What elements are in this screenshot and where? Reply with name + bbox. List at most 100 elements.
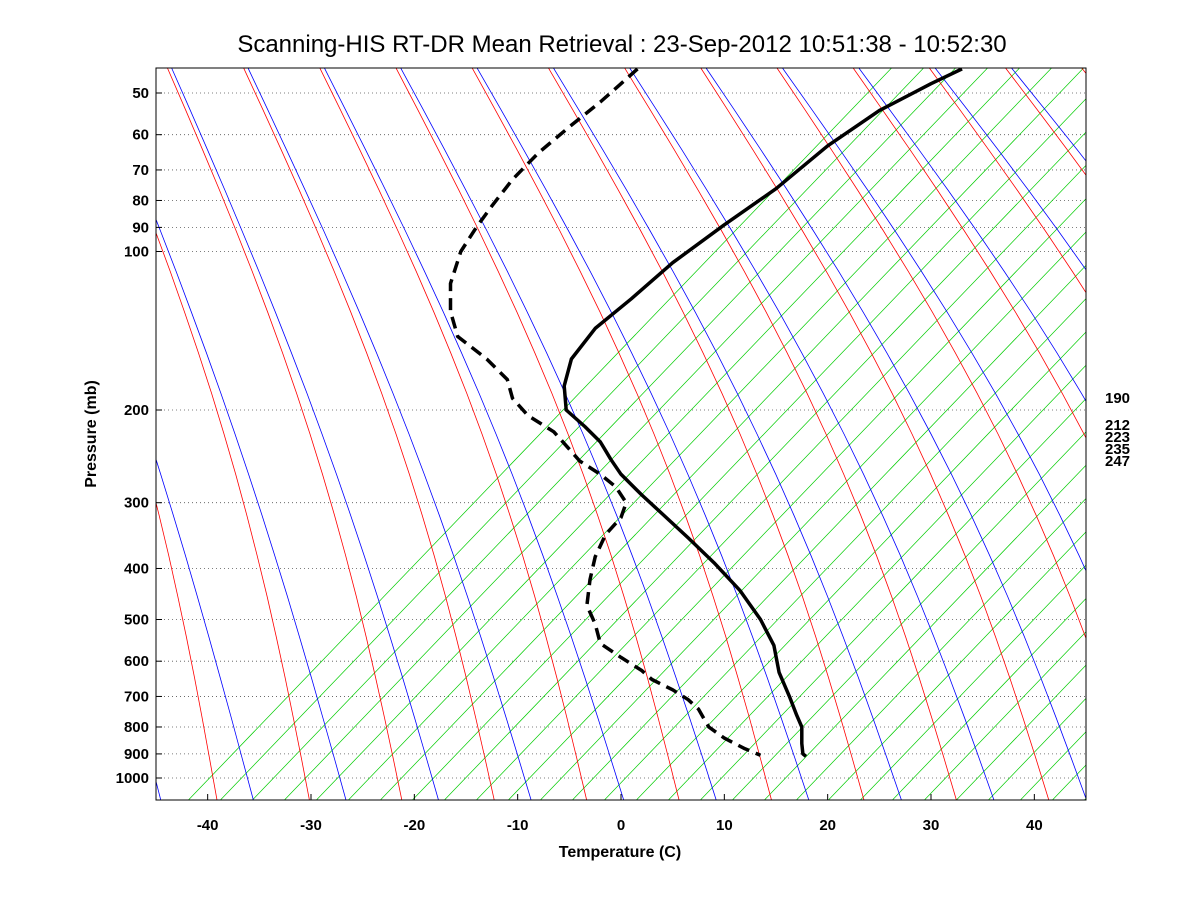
mixing-ratio-line <box>411 98 1086 800</box>
y-tick-label: 300 <box>124 495 149 512</box>
y-axis-ticks: 50 60 70 80 90 100 200 300 400 500 600 700 800 900 100… <box>116 85 162 787</box>
moist-adiabat-line <box>156 218 347 800</box>
mixing-ratio-line <box>1174 28 1200 840</box>
mixing-ratio-line <box>219 68 925 800</box>
dry-adiabat-line <box>852 68 1086 439</box>
mixing-ratio-line <box>955 664 1086 800</box>
chart-title: Scanning-HIS RT-DR Mean Retrieval : 23-S… <box>237 31 1006 58</box>
dry-adiabat-line <box>167 68 403 800</box>
y-tick-label: 600 <box>124 653 149 670</box>
dry-adiabat-line <box>1125 28 1200 840</box>
moist-adiabat-line <box>934 68 1086 271</box>
right-label: 235 <box>1105 441 1130 458</box>
moist-adiabat-line <box>781 68 1086 572</box>
x-tick-label: 0 <box>617 817 625 834</box>
dewpoint-profile-line <box>448 68 762 757</box>
mixing-ratio-line <box>923 631 1086 800</box>
mixing-ratio-line <box>1078 28 1200 840</box>
moist-adiabat-line <box>629 68 995 800</box>
mixing-ratio-line <box>507 198 1086 800</box>
y-tick-label: 700 <box>124 688 149 705</box>
right-label: 247 <box>1105 453 1130 470</box>
x-tick-label: -30 <box>300 817 322 834</box>
x-tick-label: 30 <box>923 817 940 834</box>
mixing-ratio-line <box>251 68 957 800</box>
dry-adiabat-line <box>928 68 1086 294</box>
dry-adiabat-line <box>395 68 680 800</box>
mixing-ratio-line <box>987 697 1086 800</box>
right-label: 212 <box>1105 417 1130 434</box>
y-tick-label: 80 <box>132 192 149 209</box>
x-axis-ticks: -40 -30 -20 -10 0 10 20 30 40 <box>197 794 1043 834</box>
dry-adiabat-line <box>156 501 218 800</box>
mixing-ratio-line <box>827 531 1086 800</box>
dry-adiabat-line <box>547 68 865 800</box>
mixing-ratio-line <box>475 164 1086 800</box>
dry-adiabat-line <box>319 68 588 800</box>
temperature-profile-line <box>562 68 963 758</box>
moist-adiabat-line <box>476 68 810 800</box>
moist-adiabat-line <box>552 68 902 800</box>
x-tick-label: -40 <box>197 817 219 834</box>
moist-adiabat-line <box>156 458 254 800</box>
y-tick-label: 900 <box>124 746 149 763</box>
right-label: 223 <box>1105 429 1130 446</box>
dry-adiabat-line <box>700 68 1050 800</box>
mixing-ratio-line <box>347 68 1053 800</box>
mixing-ratio-line <box>795 498 1086 800</box>
x-axis-label: Temperature (C) <box>559 844 681 861</box>
dry-adiabat-line <box>471 68 772 800</box>
y-tick-label: 1000 <box>116 770 149 787</box>
x-tick-label: -20 <box>403 817 425 834</box>
mixing-ratio-line <box>187 68 893 800</box>
background-thermo-lines <box>0 28 1200 840</box>
moist-adiabat-line <box>171 68 439 800</box>
profile-layer <box>448 68 963 758</box>
dry-adiabat-line <box>1005 68 1086 176</box>
moist-adiabat-line <box>323 68 625 800</box>
y-tick-label: 400 <box>124 560 149 577</box>
mixing-ratio-line <box>859 564 1086 800</box>
mixing-ratio-line <box>315 68 1021 800</box>
mixing-ratio-line <box>283 68 989 800</box>
y-tick-label: 70 <box>132 162 149 179</box>
dry-adiabat-line <box>624 68 957 800</box>
y-tick-label: 500 <box>124 612 149 629</box>
x-tick-label: 10 <box>716 817 733 834</box>
mixing-ratio-line <box>763 464 1086 800</box>
mixing-ratio-line <box>379 68 1085 800</box>
moist-adiabat-line <box>858 68 1086 402</box>
right-label: 190 <box>1105 390 1130 407</box>
y-tick-label: 60 <box>132 127 149 144</box>
mixing-ratio-line <box>443 131 1086 800</box>
mixing-ratio-line <box>571 264 1086 800</box>
y-tick-label: 800 <box>124 719 149 736</box>
x-tick-label: -10 <box>507 817 529 834</box>
y-axis-label: Pressure (mb) <box>83 380 100 488</box>
mixing-ratio-line <box>1019 731 1086 800</box>
mixing-ratio-line <box>667 364 1086 800</box>
moist-adiabat-line <box>247 68 532 800</box>
dry-adiabat-line <box>243 68 495 800</box>
moist-adiabat-line <box>1129 28 1200 840</box>
dry-adiabat-line <box>156 231 310 800</box>
moist-adiabat-line <box>0 28 78 840</box>
x-tick-label: 40 <box>1026 817 1043 834</box>
x-tick-label: 20 <box>819 817 836 834</box>
dry-adiabat-line <box>0 28 38 840</box>
moist-adiabat-line <box>705 68 1086 800</box>
mixing-ratio-line <box>1142 28 1200 840</box>
mixing-ratio-line <box>539 231 1086 800</box>
dry-adiabat-line <box>0 28 131 840</box>
y-tick-label: 50 <box>132 85 149 102</box>
grid-layer <box>156 92 1086 779</box>
mixing-ratio-line <box>603 298 1086 800</box>
moist-adiabat-line <box>1010 68 1086 162</box>
mixing-ratio-line <box>891 597 1086 800</box>
moist-adiabat-line <box>400 68 717 800</box>
y-tick-label: 90 <box>132 219 149 236</box>
y-tick-label: 200 <box>124 402 149 419</box>
mixing-ratio-line <box>635 331 1086 800</box>
